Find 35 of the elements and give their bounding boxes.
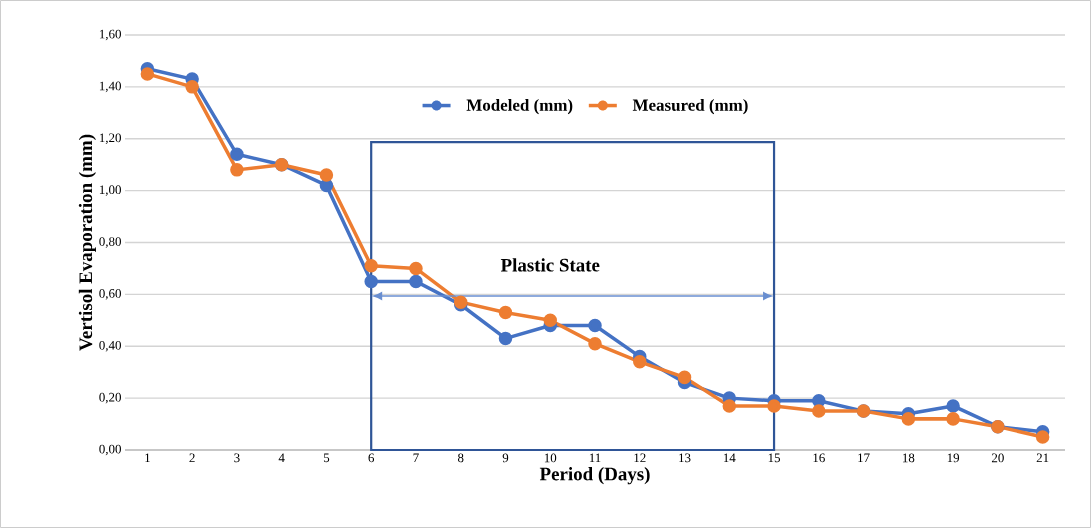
- x-tick-label: 21: [1036, 453, 1049, 463]
- x-tick-label: 16: [813, 453, 825, 463]
- x-tick-label: 11: [589, 453, 601, 463]
- legend-label: Measured (mm): [632, 98, 748, 115]
- y-axis-title: Vertisol Evaporation (mm): [78, 134, 96, 351]
- x-tick-label: 14: [723, 453, 736, 463]
- legend-label: Modeled (mm): [466, 98, 573, 115]
- y-tick-label: 0,60: [99, 289, 121, 300]
- x-tick-label: 2: [189, 453, 195, 463]
- x-tick-label: 20: [991, 453, 1004, 463]
- y-tick-label: 0,20: [99, 392, 121, 404]
- y-tick-label: 1,00: [99, 185, 121, 196]
- x-tick-label: 1: [145, 453, 150, 463]
- y-tick-label: 1,40: [99, 81, 121, 93]
- x-tick-label: 15: [768, 453, 781, 463]
- x-tick-label: 5: [323, 453, 330, 463]
- x-tick-label: 8: [457, 453, 464, 463]
- x-tick-label: 12: [634, 453, 646, 463]
- y-tick-label: 0,40: [99, 340, 121, 352]
- x-tick-label: 19: [947, 453, 960, 463]
- x-tick-label: 3: [234, 453, 240, 463]
- x-tick-label: 17: [858, 453, 870, 463]
- band-label: Plastic State: [500, 258, 600, 272]
- x-tick-label: 6: [368, 453, 375, 463]
- y-tick-label: 1,60: [99, 29, 121, 41]
- x-tick-label: 9: [502, 453, 509, 463]
- x-tick-label: 4: [278, 453, 285, 463]
- x-axis-title: Period (Days): [539, 467, 650, 485]
- x-tick-label: 18: [903, 453, 915, 463]
- y-tick-label: 0,80: [99, 237, 121, 248]
- y-tick-label: 0,00: [99, 444, 121, 456]
- y-tick-label: 1,20: [99, 133, 121, 145]
- x-tick-label: 13: [679, 453, 691, 463]
- x-tick-label: 7: [413, 453, 419, 462]
- x-tick-label: 10: [544, 453, 557, 463]
